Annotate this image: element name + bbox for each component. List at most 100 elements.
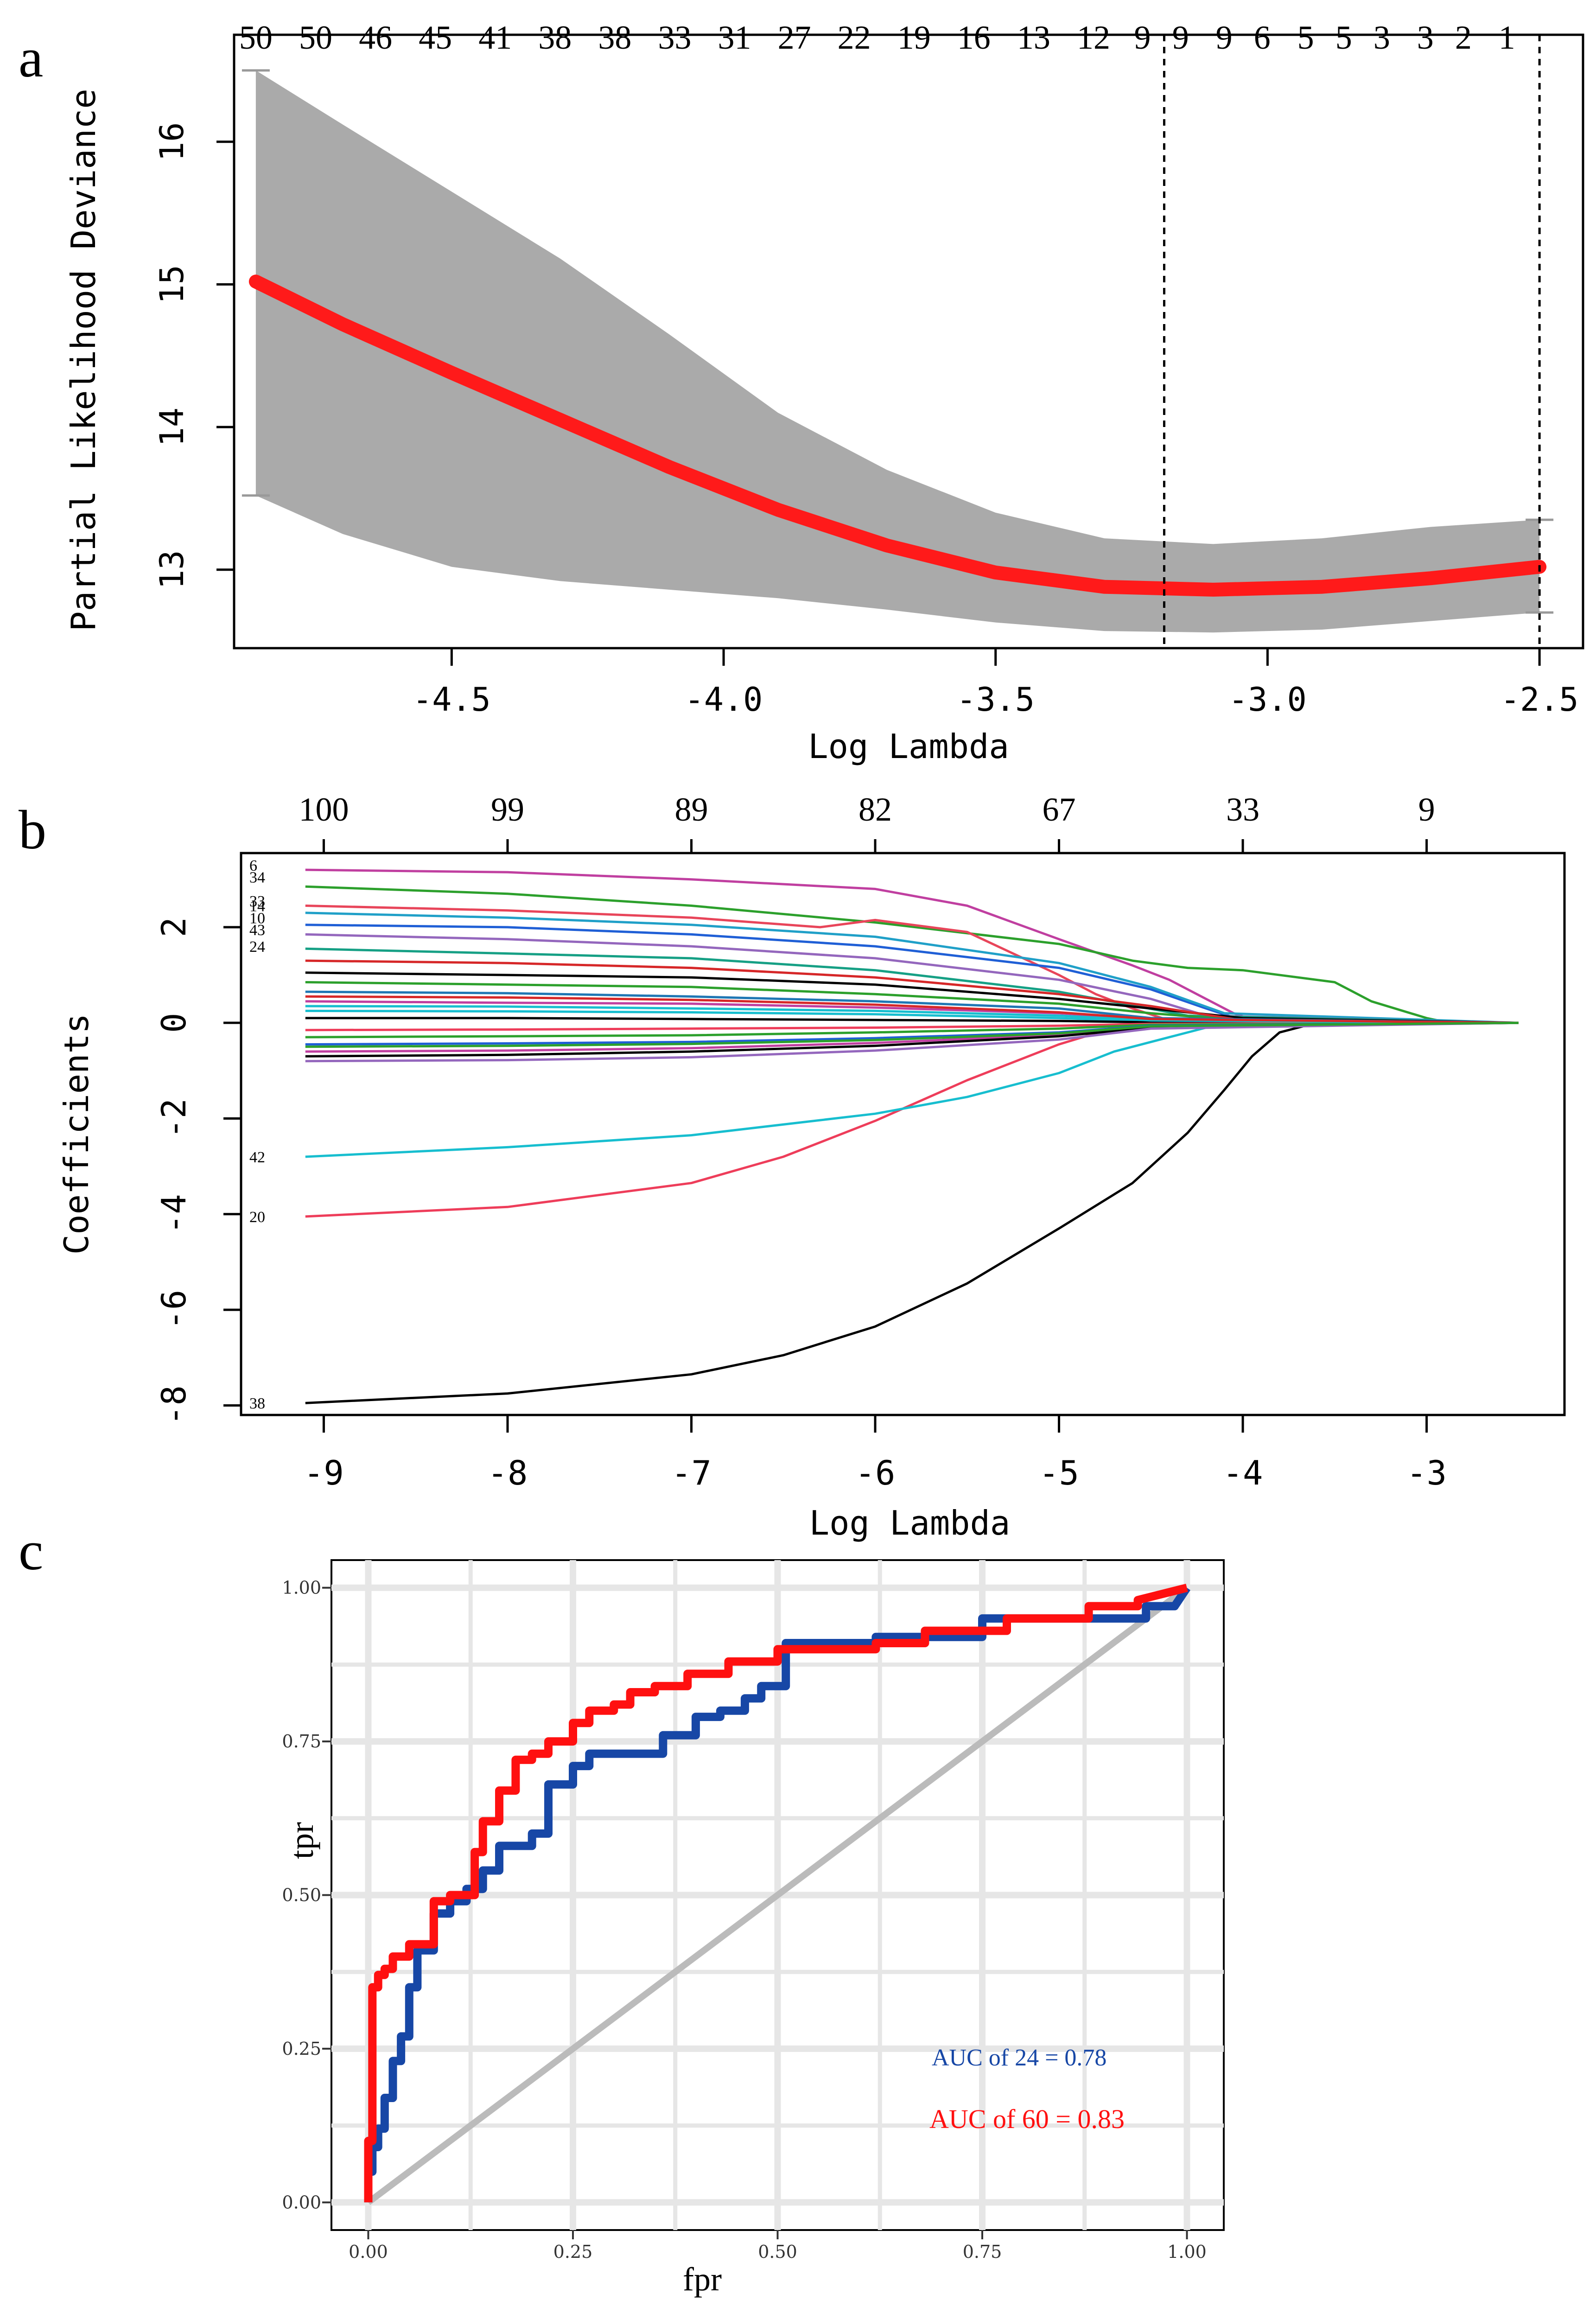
top-axis-label: 27 xyxy=(778,19,811,56)
y-tick-label: 15 xyxy=(153,265,191,304)
top-axis-label: 50 xyxy=(239,19,273,56)
top-axis-label: 9 xyxy=(1418,791,1435,828)
y-tick-label: 0.75 xyxy=(282,1731,321,1752)
coefficient-path xyxy=(305,959,1519,1024)
x-tick-label: 0.75 xyxy=(963,2242,1002,2262)
panel-letter-c: c xyxy=(19,1520,43,1581)
top-axis-label: 19 xyxy=(897,19,931,56)
path-label: 14 xyxy=(249,898,265,915)
top-axis-label: 99 xyxy=(491,791,524,828)
error-band xyxy=(255,70,1540,633)
top-axis-label: 5 xyxy=(1335,19,1352,56)
path-label: 34 xyxy=(249,869,265,886)
x-tick-label: -4.0 xyxy=(685,681,763,719)
x-tick-label: -4 xyxy=(1223,1453,1263,1492)
y-tick-label: -6 xyxy=(154,1290,193,1330)
top-axis-label: 45 xyxy=(419,19,452,56)
panel-c-roc-curves: 0.00 0.25 0.50 0.75 1.00 0.00 0.25 0.50 0.75 1.00… xyxy=(282,1559,1225,2298)
path-label: 6 xyxy=(249,857,257,874)
x-tick-label: -6 xyxy=(855,1453,896,1492)
top-axis-label: 1 xyxy=(1499,19,1515,56)
panel-letter-b: b xyxy=(19,799,46,860)
top-axis-label: 9 xyxy=(1216,19,1233,56)
panel-letter-a: a xyxy=(19,27,43,89)
y-axis-title: Coefficients xyxy=(57,1013,96,1255)
x-tick-label: 0.00 xyxy=(349,2242,388,2262)
x-tick-label: -3 xyxy=(1406,1453,1447,1492)
diagonal-reference-line xyxy=(366,1585,1189,2205)
top-axis-label: 41 xyxy=(478,19,512,56)
top-axis-label: 16 xyxy=(957,19,991,56)
top-axis-label: 89 xyxy=(674,791,708,828)
x-tick-label: -5 xyxy=(1039,1453,1079,1492)
coefficient-path xyxy=(305,911,1519,1024)
plot-frame xyxy=(240,852,1566,1416)
x-tick-label: -7 xyxy=(671,1453,712,1492)
path-label: 42 xyxy=(249,1149,265,1166)
x-tick-label: 1.00 xyxy=(1167,2242,1207,2262)
top-axis-label: 12 xyxy=(1077,19,1110,56)
top-axis-label: 38 xyxy=(538,19,572,56)
top-axis-label: 67 xyxy=(1043,791,1076,828)
x-tick-label: 0.25 xyxy=(553,2242,593,2262)
y-tick-label: -4 xyxy=(154,1194,193,1234)
coefficient-path xyxy=(305,1005,1519,1024)
top-axis-label: 31 xyxy=(718,19,751,56)
coefficient-path xyxy=(305,885,1519,1024)
auc-24-annotation: AUC of 24 = 0.78 xyxy=(932,2045,1106,2071)
y-tick-label: 14 xyxy=(153,408,191,446)
x-tick-label: -4.5 xyxy=(413,681,491,719)
y-tick-label: 0.00 xyxy=(282,2192,321,2212)
top-axis-label: 13 xyxy=(1017,19,1050,56)
coefficient-path xyxy=(305,1021,1519,1404)
y-tick-label: -8 xyxy=(154,1385,193,1426)
auc-60-annotation: AUC of 60 = 0.83 xyxy=(929,2104,1125,2134)
top-axis-label: 3 xyxy=(1417,19,1434,56)
top-axis-label: 50 xyxy=(299,19,332,56)
coefficient-path xyxy=(305,1021,1519,1063)
path-label: 24 xyxy=(249,938,265,956)
y-axis-title: Partial Likelihood Deviance xyxy=(64,89,103,631)
y-tick-label: 1.00 xyxy=(282,1578,321,1598)
coefficient-path xyxy=(305,971,1519,1024)
mean-deviance-line xyxy=(248,274,1547,597)
coefficient-path xyxy=(305,1017,1519,1024)
y-axis-title: tpr xyxy=(283,1822,320,1859)
plot-frame xyxy=(233,33,1584,650)
x-tick-label: -9 xyxy=(304,1453,344,1492)
y-tick-label: 0.25 xyxy=(282,2039,321,2059)
roc-curve-24 xyxy=(364,1585,1190,2203)
top-axis-label: 6 xyxy=(1254,19,1271,56)
top-axis-label: 2 xyxy=(1455,19,1472,56)
coefficient-path xyxy=(305,1021,1519,1218)
top-axis-label: 33 xyxy=(1226,791,1259,828)
y-tick-label: 13 xyxy=(153,550,191,589)
path-label: 33 xyxy=(249,893,265,910)
top-axis-label: 46 xyxy=(359,19,392,56)
x-axis-title: Log Lambda xyxy=(808,727,1009,766)
path-label: 38 xyxy=(249,1395,265,1412)
top-axis-label: 3 xyxy=(1373,19,1390,56)
x-tick-label: -2.5 xyxy=(1501,681,1579,719)
y-tick-label: 2 xyxy=(154,917,193,937)
top-axis-label: 9 xyxy=(1172,19,1189,56)
top-axis-label: 38 xyxy=(598,19,631,56)
path-label: 20 xyxy=(249,1209,265,1226)
x-tick-label: -3.0 xyxy=(1228,681,1307,719)
x-tick-label: -8 xyxy=(488,1453,528,1492)
x-tick-label: -3.5 xyxy=(956,681,1035,719)
top-axis-label: 9 xyxy=(1134,19,1151,56)
y-tick-label: 0 xyxy=(154,1013,193,1032)
top-axis-label: 5 xyxy=(1297,19,1314,56)
x-axis-title: Log Lambda xyxy=(809,1504,1010,1542)
top-axis-label: 82 xyxy=(858,791,892,828)
x-tick-label: 0.50 xyxy=(758,2242,797,2262)
coefficient-path xyxy=(305,1021,1519,1048)
path-label: 43 xyxy=(249,922,265,939)
coefficient-path xyxy=(305,995,1519,1024)
path-label: 10 xyxy=(249,910,265,927)
y-tick-label: -2 xyxy=(154,1098,193,1139)
